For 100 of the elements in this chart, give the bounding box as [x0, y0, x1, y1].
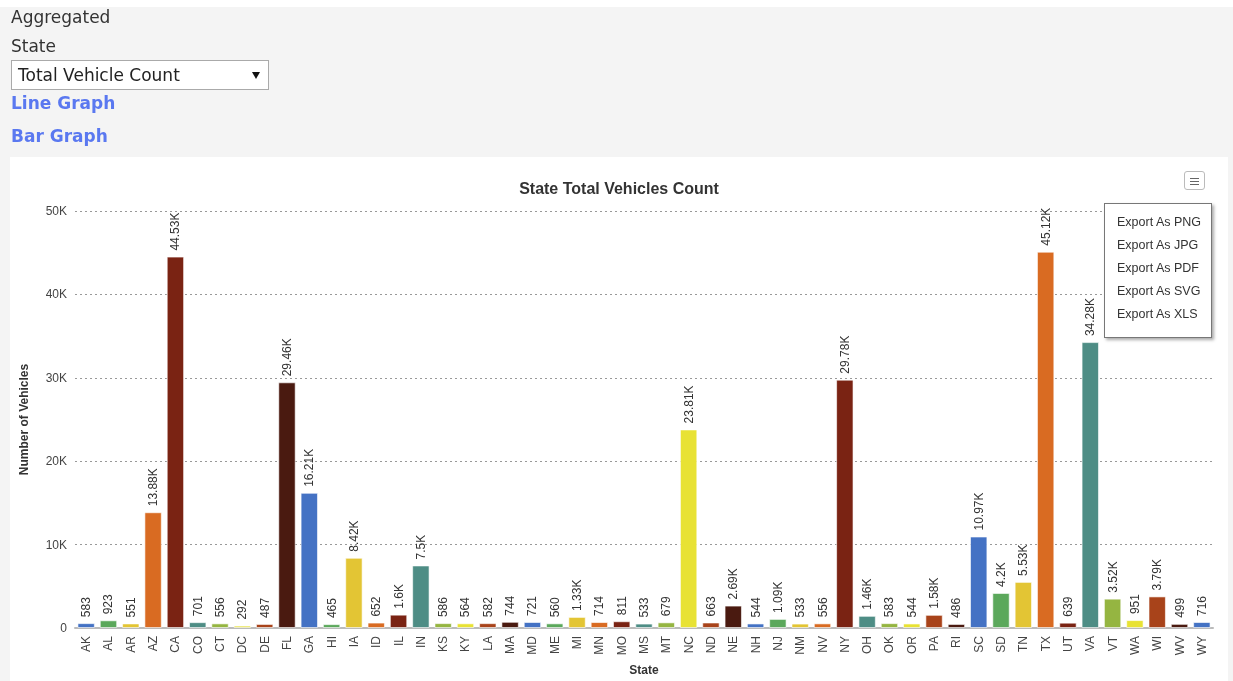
bar: [122, 623, 140, 628]
text: Total Vehicle Count: [18, 65, 180, 85]
x-tick-label: NV: [815, 636, 830, 653]
data-label: 487: [257, 597, 272, 618]
data-label: 16.21K: [302, 448, 317, 487]
bar: [322, 624, 341, 628]
y-tick-label: 50K: [45, 204, 67, 218]
bar: [746, 623, 765, 628]
annotation: Export As XLS: [1116, 307, 1199, 323]
bar: [769, 618, 787, 628]
bar: [434, 623, 452, 628]
data-label: 1.46K: [860, 578, 875, 610]
bar: [836, 379, 854, 628]
bar: [189, 622, 207, 628]
data-label: 533: [637, 597, 651, 618]
data-label: 556: [213, 597, 228, 618]
x-tick-label: MA: [503, 636, 518, 654]
data-label: 10.97K: [971, 492, 986, 531]
data-label: 714: [592, 595, 607, 617]
data-label: 701: [190, 595, 205, 617]
bar: [300, 492, 318, 628]
x-tick-label: IL: [391, 635, 406, 647]
bar: [1148, 596, 1166, 628]
x-tick-label: AK: [79, 636, 94, 653]
bar: [166, 256, 185, 628]
bar: [791, 623, 809, 628]
x-tick-label: NH: [748, 636, 763, 654]
data-label: 564: [458, 596, 473, 618]
data-label: 663: [703, 596, 718, 617]
bar: [970, 536, 988, 628]
x-tick-label: WV: [1172, 636, 1187, 656]
x-tick-label: KY: [458, 636, 473, 653]
bar: [278, 382, 296, 628]
data-label: 5.53K: [1016, 544, 1031, 576]
annotation: Export As JPG: [1116, 238, 1200, 254]
bar: [1081, 342, 1099, 628]
x-tick-label: IA: [346, 636, 361, 648]
bar: [523, 621, 542, 628]
bar: [144, 512, 162, 628]
x-tick-label: TX: [1038, 636, 1053, 652]
bar: [947, 623, 966, 628]
x-tick-label: WA: [1127, 636, 1142, 655]
x-tick-label: ND: [703, 635, 718, 654]
data-label: 652: [369, 596, 384, 617]
x-tick-label: AL: [101, 635, 116, 651]
y-tick-label: 0: [60, 621, 68, 635]
annotation: Export As SVG: [1116, 284, 1202, 300]
bar: [255, 623, 274, 628]
bar: [345, 557, 363, 628]
x-tick-label: DC: [235, 635, 250, 654]
data-label: 583: [882, 596, 897, 618]
text: State: [11, 36, 56, 56]
x-tick-label: VA: [1083, 636, 1098, 652]
bar: [724, 605, 742, 628]
x-tick-label: MD: [525, 635, 540, 655]
bar: [1126, 620, 1144, 628]
bar: [657, 622, 676, 628]
x-tick-label: DE: [257, 636, 272, 653]
data-label: 544: [748, 597, 763, 618]
x-tick-label: OR: [904, 635, 919, 654]
x-tick-label: NM: [793, 636, 808, 655]
bar: [211, 623, 229, 628]
bar: [479, 623, 497, 628]
x-tick-label: HI: [324, 636, 339, 648]
x-axis-title: State: [629, 663, 659, 677]
x-tick-label: MT: [659, 635, 674, 654]
text: Aggregated: [11, 7, 111, 27]
data-label: 583: [79, 596, 94, 618]
bar: [880, 623, 899, 628]
x-tick-label: WY: [1194, 636, 1209, 656]
x-tick-label: FL: [279, 635, 294, 651]
bar: [702, 622, 720, 628]
bar: [612, 621, 631, 628]
data-label: 8.42K: [346, 520, 361, 552]
data-label: 533: [793, 597, 808, 618]
bar: [568, 616, 586, 628]
data-label: 465: [324, 597, 339, 619]
x-tick-label: RI: [949, 636, 964, 648]
data-label: 23.81K: [681, 385, 696, 424]
y-tick-label: 30K: [45, 370, 67, 385]
x-tick-label: CO: [190, 636, 205, 654]
bar: [1014, 581, 1033, 628]
data-label: 1.33K: [570, 579, 585, 611]
data-label: 951: [1127, 593, 1142, 615]
data-label: 716: [1194, 595, 1209, 617]
bar: [1170, 623, 1189, 628]
data-label: 1.6K: [391, 583, 406, 609]
x-tick-label: SD: [994, 635, 1009, 653]
x-tick-label: AR: [123, 635, 138, 653]
x-tick-label: AZ: [146, 636, 161, 652]
bar: [546, 623, 564, 628]
data-label: 744: [503, 595, 518, 616]
data-label: 486: [949, 597, 964, 618]
bar: [635, 623, 653, 628]
data-label: 3.52K: [1105, 561, 1120, 593]
bar: [389, 614, 408, 628]
x-tick-label: MO: [614, 636, 629, 656]
x-tick-label: KS: [436, 636, 451, 653]
bar: [1193, 622, 1211, 628]
data-label: 679: [659, 595, 674, 617]
